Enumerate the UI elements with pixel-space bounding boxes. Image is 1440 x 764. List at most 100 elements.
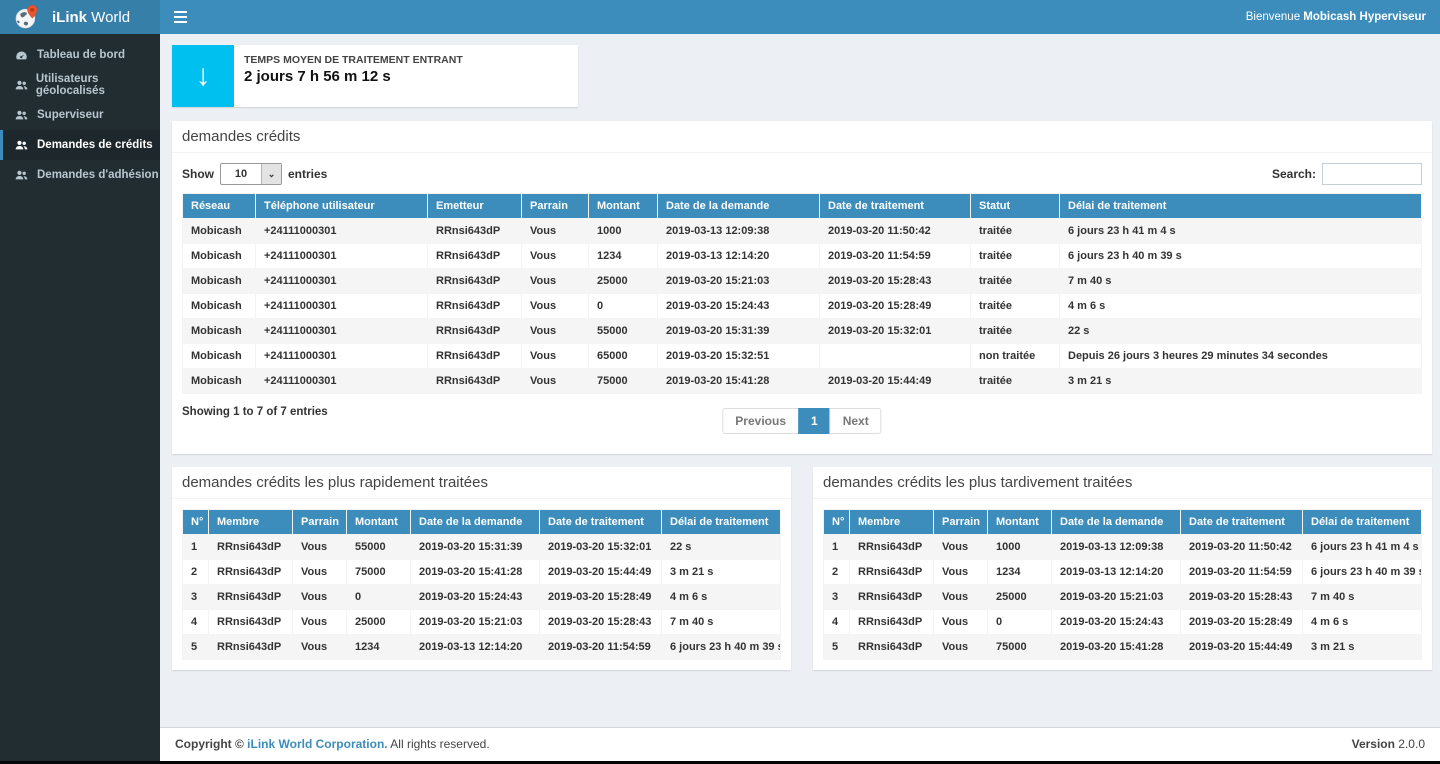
column-header[interactable]: N° — [183, 510, 209, 535]
column-header[interactable]: Date de traitement — [1181, 510, 1303, 535]
column-header[interactable]: Parrain — [293, 510, 347, 535]
copyright-text: Copyright © iLink World Corporation. All… — [175, 737, 490, 751]
table-cell: 2019-03-13 12:14:20 — [411, 635, 540, 660]
sidebar-item-label: Demandes de crédits — [37, 139, 153, 151]
table-cell: 1 — [824, 535, 850, 560]
table-cell: 0 — [988, 610, 1052, 635]
table-row: Mobicash+24111000301RRnsi643dPVous650002… — [183, 344, 1422, 369]
table-cell: RRnsi643dP — [428, 244, 522, 269]
column-header[interactable]: Parrain — [522, 194, 589, 219]
table-header-row[interactable]: RéseauTéléphone utilisateurEmetteurParra… — [183, 194, 1422, 219]
table-cell: Mobicash — [183, 344, 256, 369]
column-header[interactable]: Téléphone utilisateur — [256, 194, 428, 219]
fastest-processed-table: N°MembreParrainMontantDate de la demande… — [182, 509, 781, 660]
table-cell: 2019-03-20 11:54:59 — [1181, 560, 1303, 585]
table-cell: 65000 — [589, 344, 658, 369]
pagination: Previous 1 Next — [722, 408, 881, 434]
sidebar-item-label: Superviseur — [37, 109, 103, 121]
column-header[interactable]: Parrain — [934, 510, 988, 535]
table-cell: 6 jours 23 h 40 m 39 s — [1303, 560, 1422, 585]
version-info: Version 2.0.0 — [1352, 737, 1425, 751]
table-cell: 1000 — [589, 219, 658, 244]
table-cell: 7 m 40 s — [662, 610, 781, 635]
table-cell: RRnsi643dP — [850, 585, 934, 610]
column-header[interactable]: Membre — [850, 510, 934, 535]
table-cell: +24111000301 — [256, 369, 428, 394]
column-header[interactable]: Délai de traitement — [1303, 510, 1422, 535]
sidebar-item-demandes-adhesion[interactable]: Demandes d'adhésion — [0, 160, 160, 190]
table-cell: Vous — [293, 560, 347, 585]
next-page-button[interactable]: Next — [830, 408, 882, 434]
sidebar-item-superviseur[interactable]: Superviseur — [0, 100, 160, 130]
search-label: Search: — [1272, 167, 1316, 181]
table-cell: 2019-03-20 11:50:42 — [820, 219, 971, 244]
table-cell: 2019-03-13 12:09:38 — [1052, 535, 1181, 560]
table-cell: 2019-03-20 15:21:03 — [1052, 585, 1181, 610]
table-cell: Vous — [934, 585, 988, 610]
latest-processed-panel: demandes crédits les plus tardivement tr… — [813, 467, 1432, 670]
table-header-row[interactable]: N°MembreParrainMontantDate de la demande… — [183, 510, 781, 535]
table-cell: 3 m 21 s — [1303, 635, 1422, 660]
column-header[interactable]: Date de la demande — [411, 510, 540, 535]
table-cell: RRnsi643dP — [209, 585, 293, 610]
column-header[interactable]: Date de la demande — [1052, 510, 1181, 535]
table-row: Mobicash+24111000301RRnsi643dPVous550002… — [183, 319, 1422, 344]
column-header[interactable]: Membre — [209, 510, 293, 535]
table-cell: 25000 — [347, 610, 411, 635]
table-cell: +24111000301 — [256, 344, 428, 369]
page-1-button[interactable]: 1 — [798, 408, 831, 434]
table-cell: 7 m 40 s — [1060, 269, 1422, 294]
table-cell: traitée — [971, 294, 1060, 319]
table-cell: 2019-03-13 12:14:20 — [1052, 560, 1181, 585]
column-header[interactable]: Statut — [971, 194, 1060, 219]
column-header[interactable]: Délai de traitement — [1060, 194, 1422, 219]
sidebar-item-label: Demandes d'adhésion — [37, 169, 159, 181]
table-cell: 2019-03-20 15:28:43 — [1181, 585, 1303, 610]
latest-processed-table: N°MembreParrainMontantDate de la demande… — [823, 509, 1422, 660]
column-header[interactable]: Montant — [988, 510, 1052, 535]
table-cell: 2019-03-20 15:24:43 — [658, 294, 820, 319]
sidebar-item-label: Tableau de bord — [37, 49, 125, 61]
column-header[interactable]: Délai de traitement — [662, 510, 781, 535]
table-cell: non traitée — [971, 344, 1060, 369]
column-header[interactable]: Montant — [589, 194, 658, 219]
table-header-row[interactable]: N°MembreParrainMontantDate de la demande… — [824, 510, 1422, 535]
column-header[interactable]: Emetteur — [428, 194, 522, 219]
column-header[interactable]: Date de la demande — [658, 194, 820, 219]
page-size-select[interactable]: 10 ⌄ — [220, 163, 282, 185]
sidebar-toggle-icon[interactable] — [160, 0, 200, 34]
table-cell: RRnsi643dP — [850, 535, 934, 560]
column-header[interactable]: Réseau — [183, 194, 256, 219]
table-cell: +24111000301 — [256, 269, 428, 294]
column-header[interactable]: Date de traitement — [820, 194, 971, 219]
table-cell: traitée — [971, 319, 1060, 344]
table-row: Mobicash+24111000301RRnsi643dPVous750002… — [183, 369, 1422, 394]
column-header[interactable]: N° — [824, 510, 850, 535]
company-link[interactable]: iLink World Corporation. — [247, 737, 387, 751]
table-cell: 4 m 6 s — [1303, 610, 1422, 635]
sidebar: Tableau de bord Utilisateurs géolocalisé… — [0, 34, 160, 764]
column-header[interactable]: Date de traitement — [540, 510, 662, 535]
table-cell: 2019-03-20 15:28:49 — [540, 585, 662, 610]
table-row: Mobicash+24111000301RRnsi643dPVous02019-… — [183, 294, 1422, 319]
table-cell: +24111000301 — [256, 294, 428, 319]
sidebar-item-label: Utilisateurs géolocalisés — [36, 73, 160, 97]
app-title: iLink World — [52, 9, 130, 26]
sidebar-item-tableau-de-bord[interactable]: Tableau de bord — [0, 40, 160, 70]
table-cell: 1234 — [347, 635, 411, 660]
table-cell: 2019-03-20 15:24:43 — [1052, 610, 1181, 635]
sidebar-item-demandes-de-credits[interactable]: Demandes de crédits — [0, 130, 160, 160]
table-cell: RRnsi643dP — [850, 560, 934, 585]
search-input[interactable] — [1322, 163, 1422, 185]
table-cell: 1234 — [988, 560, 1052, 585]
table-cell: Vous — [293, 535, 347, 560]
table-cell: RRnsi643dP — [428, 319, 522, 344]
previous-page-button[interactable]: Previous — [722, 408, 799, 434]
infobox-label: TEMPS MOYEN DE TRAITEMENT ENTRANT — [244, 54, 463, 66]
table-cell: +24111000301 — [256, 219, 428, 244]
table-cell: +24111000301 — [256, 244, 428, 269]
table-cell: 75000 — [589, 369, 658, 394]
column-header[interactable]: Montant — [347, 510, 411, 535]
app-logo[interactable]: iLink World — [0, 0, 160, 34]
sidebar-item-utilisateurs-geolocalises[interactable]: Utilisateurs géolocalisés — [0, 70, 160, 100]
